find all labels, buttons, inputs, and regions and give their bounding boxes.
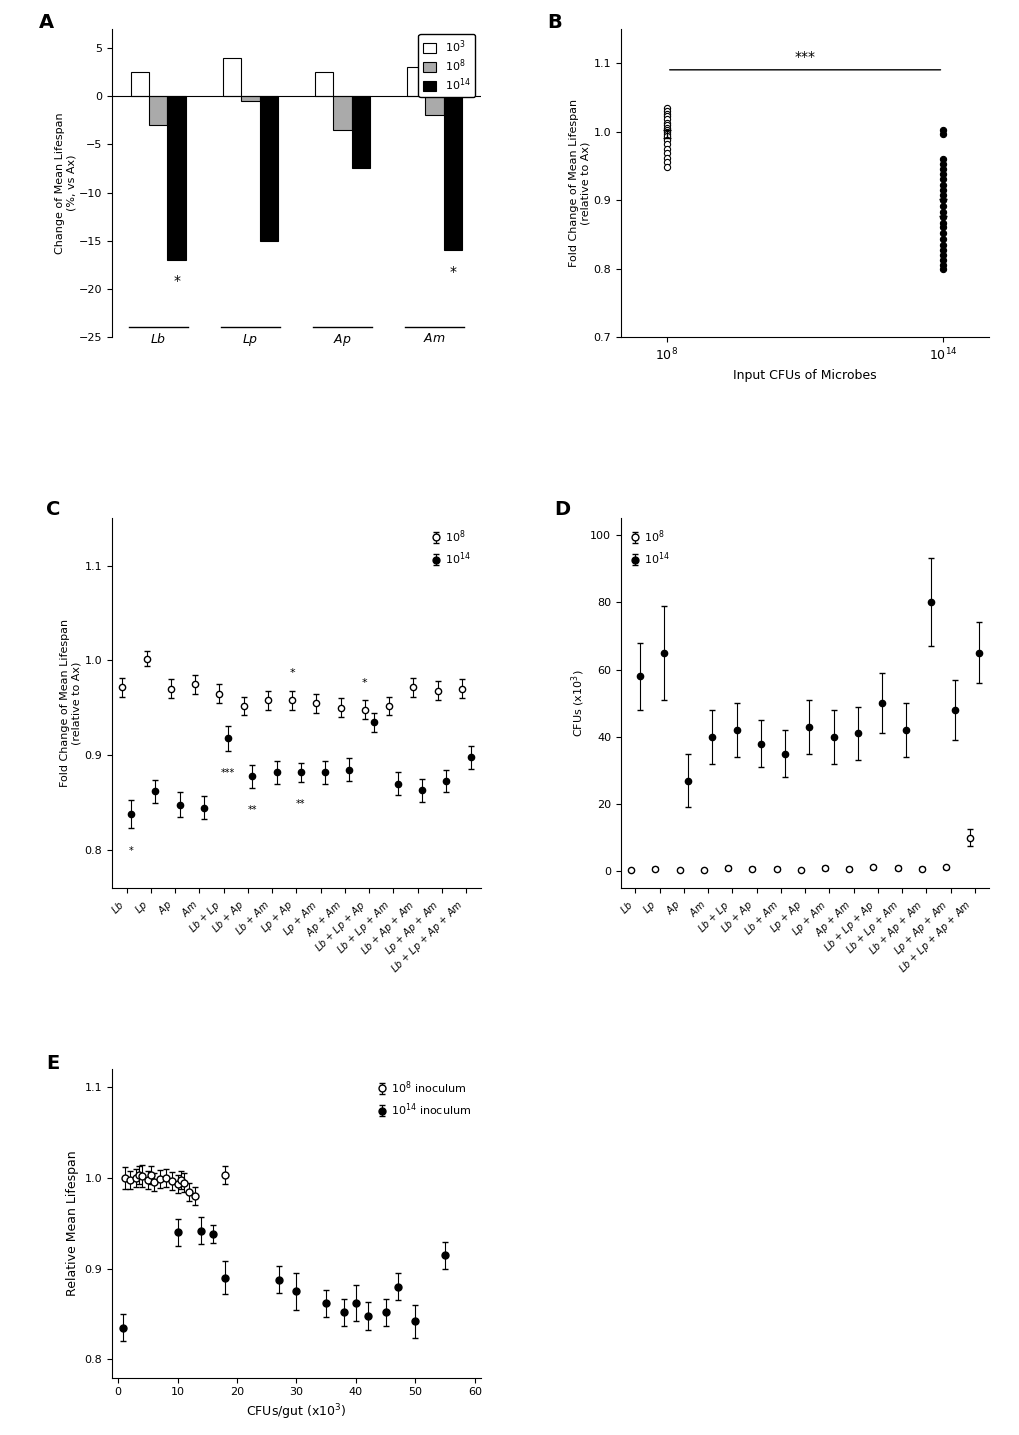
Y-axis label: Fold Change of Mean Lifespan
(relative to Ax): Fold Change of Mean Lifespan (relative t…: [60, 618, 82, 788]
Point: [934, 148, 951, 171]
Point: [934, 257, 951, 280]
Point: [934, 228, 951, 251]
Text: *: *: [173, 274, 180, 288]
Point: [934, 174, 951, 197]
Text: *: *: [449, 265, 457, 278]
Bar: [222, 57, 240, 96]
Point: [934, 158, 951, 181]
Text: *: *: [128, 845, 133, 855]
Bar: [407, 67, 425, 96]
Text: $\it{Lb}$: $\it{Lb}$: [150, 333, 166, 346]
Text: $\it{Am}$: $\it{Am}$: [423, 333, 445, 346]
Point: [934, 194, 951, 217]
Bar: [130, 72, 149, 96]
Text: A: A: [39, 13, 54, 32]
Point: [658, 105, 675, 128]
Bar: [315, 72, 333, 96]
Point: [934, 119, 951, 142]
Point: [658, 119, 675, 142]
Point: [658, 146, 675, 169]
Point: [934, 168, 951, 191]
Point: [658, 113, 675, 136]
Legend: 10$^8$, 10$^{14}$: 10$^8$, 10$^{14}$: [427, 524, 475, 571]
Point: [658, 121, 675, 144]
X-axis label: Input CFUs of Microbes: Input CFUs of Microbes: [733, 369, 876, 382]
Point: [658, 132, 675, 155]
Point: [658, 128, 675, 151]
Text: $\it{Ap}$: $\it{Ap}$: [333, 333, 352, 349]
Bar: [352, 96, 370, 168]
Point: [934, 232, 951, 255]
Point: [658, 151, 675, 174]
Legend: 10$^8$, 10$^{14}$: 10$^8$, 10$^{14}$: [626, 524, 674, 571]
Text: **: **: [296, 799, 306, 809]
Point: [658, 142, 675, 165]
Point: [934, 178, 951, 201]
Y-axis label: Fold Change of Mean Lifespan
(relative to Ax): Fold Change of Mean Lifespan (relative t…: [569, 99, 590, 267]
Text: $\it{Lp}$: $\it{Lp}$: [243, 333, 259, 349]
Point: [658, 108, 675, 131]
Point: [934, 154, 951, 177]
Text: B: B: [546, 13, 561, 32]
Point: [658, 138, 675, 161]
Point: [934, 184, 951, 207]
Point: [934, 244, 951, 267]
Text: **: **: [248, 805, 257, 815]
Point: [934, 205, 951, 228]
Point: [934, 211, 951, 234]
Legend: 10$^3$, 10$^8$, 10$^{14}$: 10$^3$, 10$^8$, 10$^{14}$: [418, 34, 475, 98]
Bar: [149, 96, 167, 125]
Point: [934, 238, 951, 261]
Text: ***: ***: [794, 50, 815, 65]
Text: D: D: [554, 499, 570, 518]
X-axis label: CFUs/gut (x10$^3$): CFUs/gut (x10$^3$): [246, 1403, 346, 1422]
Text: *: *: [362, 677, 367, 687]
Point: [658, 110, 675, 133]
Point: [658, 125, 675, 148]
Bar: [425, 96, 443, 115]
Point: [934, 221, 951, 244]
Bar: [333, 96, 352, 131]
Text: E: E: [46, 1053, 59, 1073]
Y-axis label: Relative Mean Lifespan: Relative Mean Lifespan: [66, 1151, 79, 1296]
Point: [934, 188, 951, 211]
Bar: [260, 96, 278, 241]
Bar: [240, 96, 260, 100]
Text: *: *: [289, 669, 294, 679]
Point: [658, 155, 675, 178]
Y-axis label: CFUs (x10$^3$): CFUs (x10$^3$): [570, 669, 587, 738]
Point: [934, 162, 951, 185]
Point: [934, 254, 951, 277]
Point: [934, 201, 951, 224]
Bar: [443, 96, 462, 250]
Point: [658, 96, 675, 119]
Point: [934, 217, 951, 240]
Text: C: C: [46, 499, 60, 518]
Legend: 10$^8$ inoculum, 10$^{14}$ inoculum: 10$^8$ inoculum, 10$^{14}$ inoculum: [372, 1075, 475, 1122]
Y-axis label: Change of Mean Lifespan
(%, vs Ax): Change of Mean Lifespan (%, vs Ax): [55, 112, 76, 254]
Point: [658, 103, 675, 126]
Point: [658, 116, 675, 139]
Text: ***: ***: [221, 768, 235, 778]
Point: [658, 123, 675, 146]
Point: [658, 99, 675, 122]
Bar: [167, 96, 185, 260]
Point: [934, 122, 951, 145]
Point: [934, 248, 951, 271]
